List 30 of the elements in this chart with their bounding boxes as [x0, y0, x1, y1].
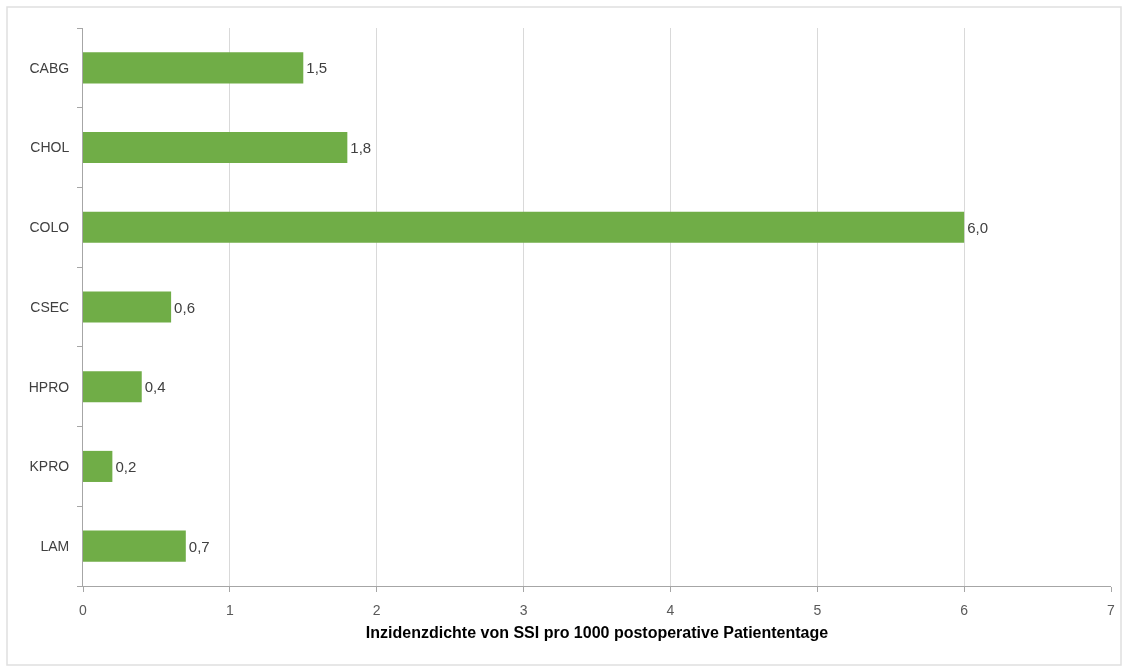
x-tick-label: 1 — [225, 601, 234, 618]
y-tick-label: KPRO — [29, 458, 70, 475]
bar — [83, 291, 172, 323]
data-label: 6,0 — [967, 218, 988, 236]
bar — [83, 530, 186, 562]
y-tick-label: CABG — [29, 59, 70, 76]
y-tick-label: CHOL — [30, 139, 70, 156]
x-tick-label: 7 — [1107, 601, 1116, 618]
x-tick-label: 6 — [960, 601, 969, 618]
y-tick-label: COLO — [29, 219, 70, 236]
y-tick-label: CSEC — [30, 298, 70, 315]
x-tick-label: 4 — [666, 601, 675, 618]
x-tick-label: 3 — [519, 601, 528, 618]
bar — [83, 211, 965, 243]
bar — [83, 371, 142, 403]
bar — [83, 132, 348, 164]
y-tick-label: HPRO — [28, 378, 70, 395]
bar — [83, 52, 304, 84]
data-label: 0,2 — [115, 457, 137, 475]
data-label: 0,4 — [144, 378, 166, 396]
y-tick-label: LAM — [40, 538, 70, 555]
x-tick-label: 2 — [372, 601, 381, 618]
bar — [83, 450, 113, 482]
data-label: 1,5 — [306, 59, 328, 77]
x-tick-label: 5 — [813, 601, 822, 618]
data-label: 0,6 — [174, 298, 195, 316]
x-tick-label: 0 — [79, 601, 88, 618]
data-label: 0,7 — [188, 537, 210, 555]
x-axis-title: Inzidenzdichte von SSI pro 1000 postoperative Patiententage — [365, 624, 829, 642]
data-label: 1,8 — [350, 139, 372, 157]
